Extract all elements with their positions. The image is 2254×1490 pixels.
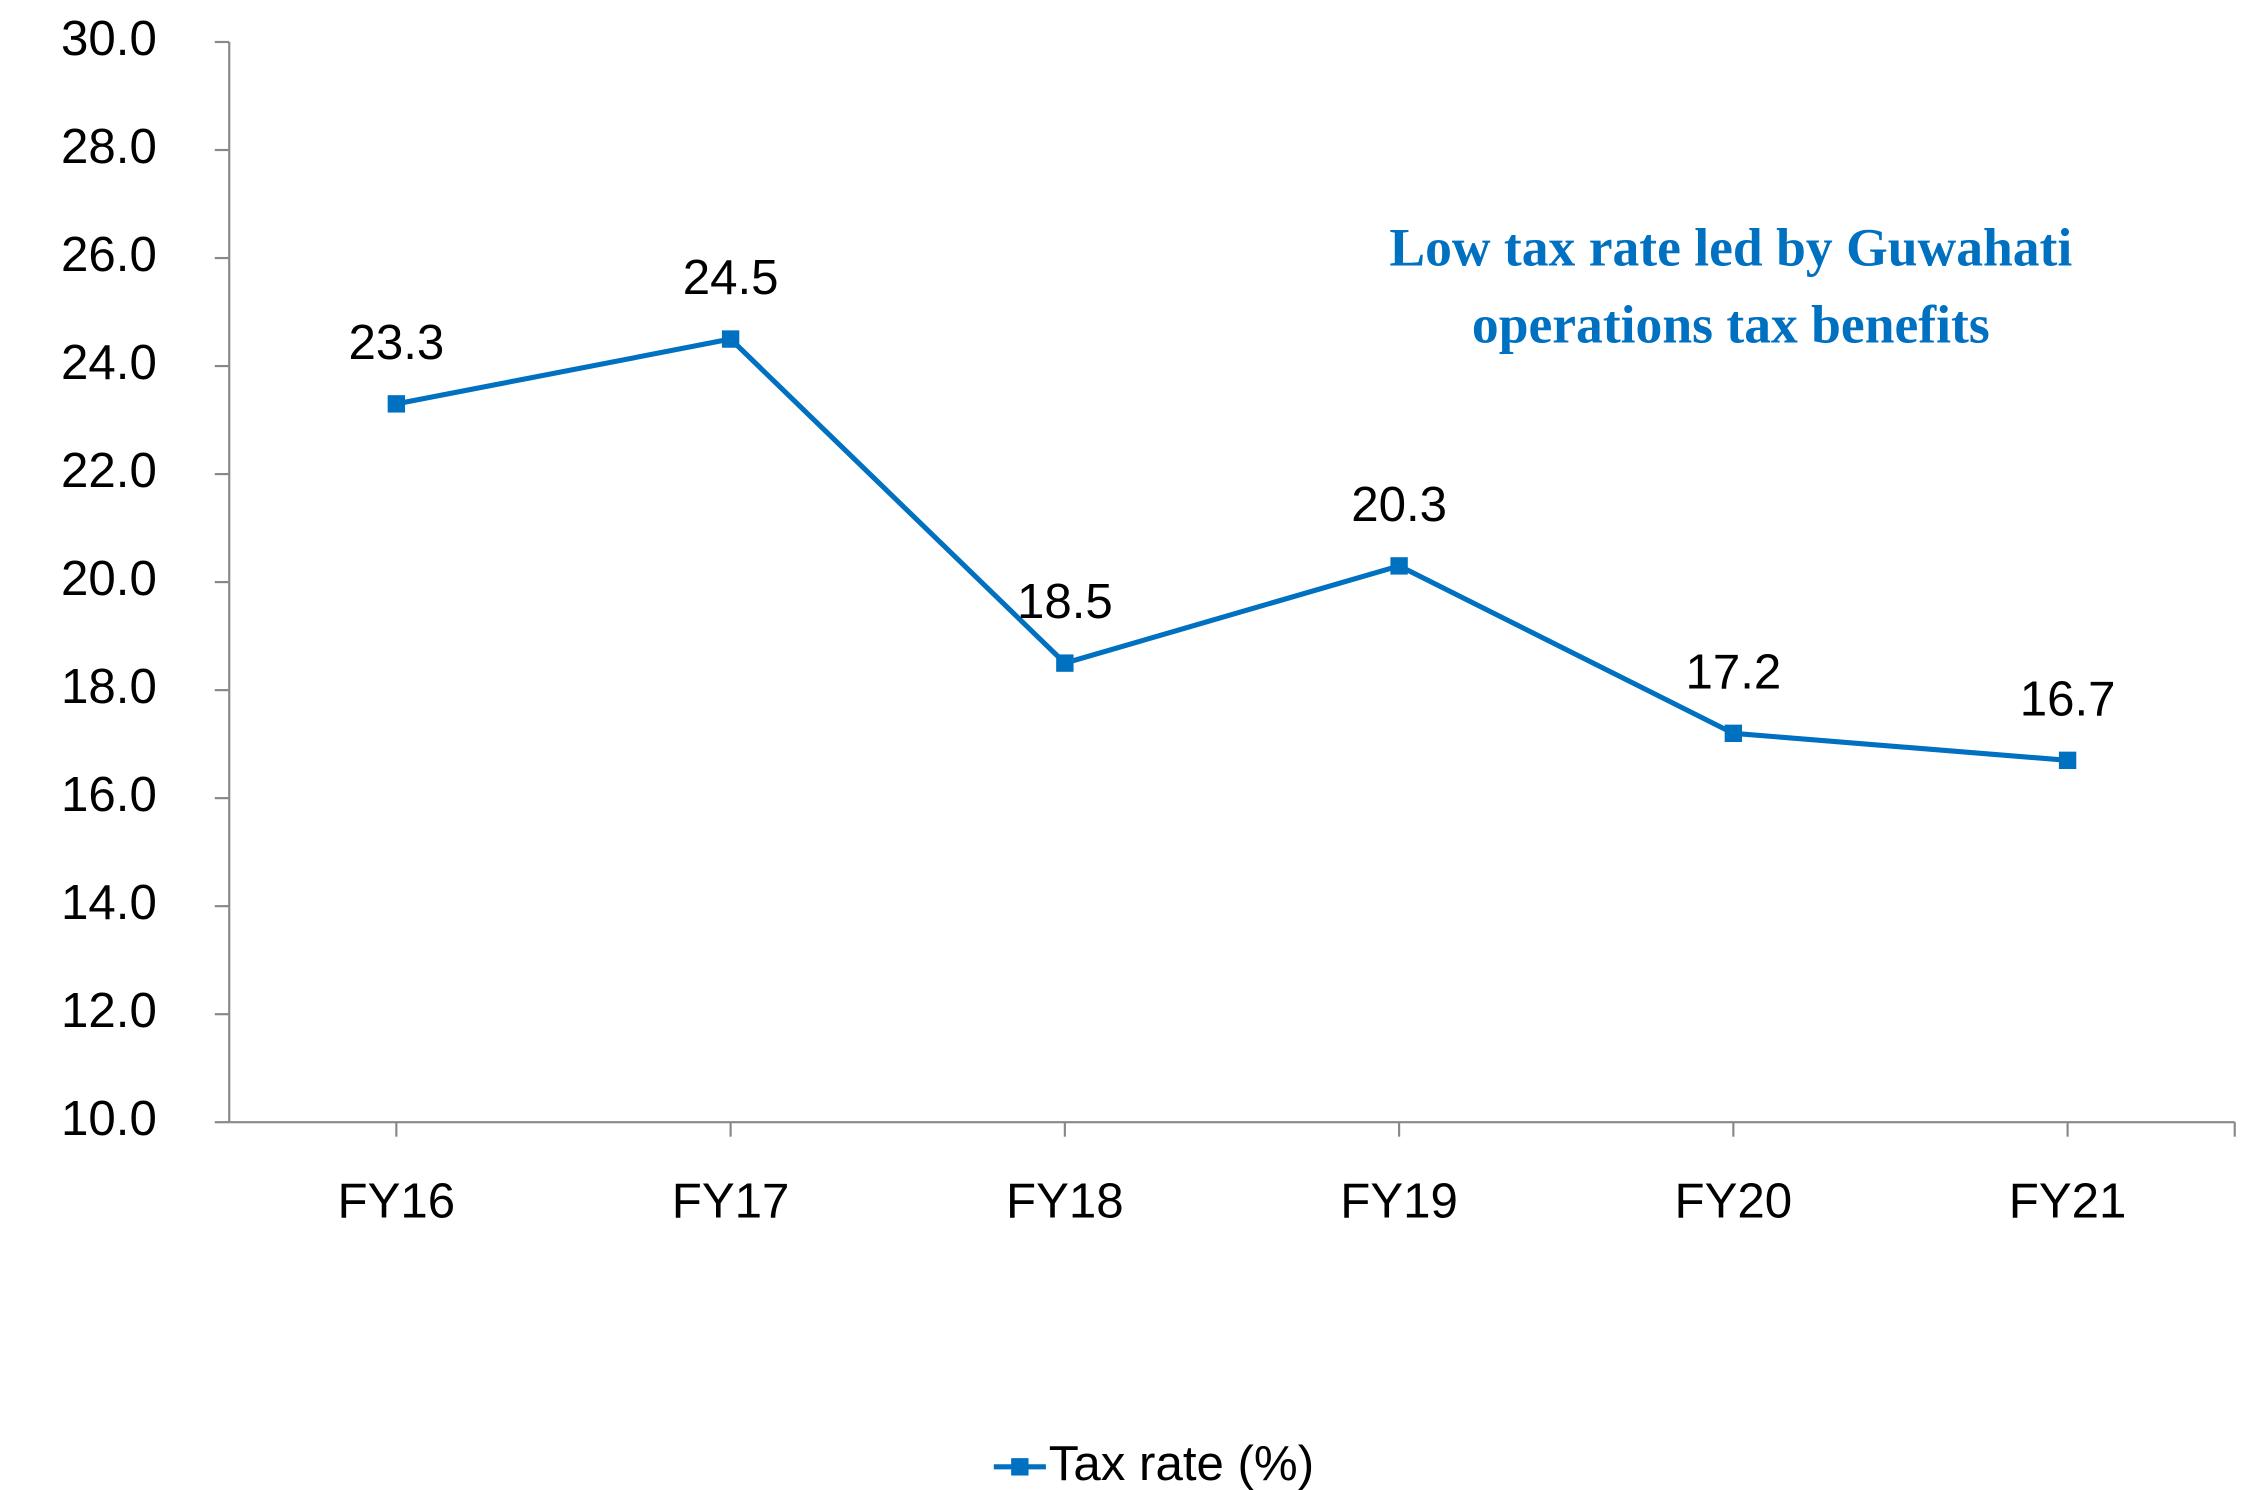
series-line [395,336,2068,763]
data-label: 18.5 [1017,574,1113,629]
data-label: 24.5 [683,250,779,305]
y-tick-label: 10.0 [61,1091,157,1146]
point-marker [1724,724,1743,743]
y-tick-label: 20.0 [61,551,157,606]
x-tick-label: FY16 [338,1174,456,1229]
y-tick-label: 18.0 [61,659,157,714]
annotation: operations tax benefits [1472,294,1990,354]
x-tick-label: FY20 [1675,1174,1793,1229]
x-tick-label: FY19 [1340,1174,1458,1229]
y-tick-label: 26.0 [61,227,157,282]
legend-marker [1011,1458,1029,1476]
annotation: Low tax rate led by Guwahati [1389,218,2072,278]
x-tick-label: FY17 [672,1174,790,1229]
point-marker [721,330,740,348]
y-tick-label: 24.0 [61,335,157,390]
y-tick-label: 30.0 [61,11,157,66]
point-marker [1056,654,1074,672]
legend-label: Tax rate (%) [1049,1436,1314,1490]
point-marker [387,395,406,413]
data-label: 23.3 [348,315,444,370]
y-tick-label: 12.0 [61,983,157,1038]
data-label: 20.3 [1351,477,1447,532]
point-marker [1390,557,1408,575]
x-tick-label: FY21 [2009,1174,2127,1229]
data-label: 17.2 [1685,644,1781,699]
point-marker [2058,751,2077,770]
y-tick-label: 22.0 [61,443,157,498]
y-tick-label: 28.0 [61,119,157,174]
x-tick-label: FY18 [1006,1174,1124,1229]
data-label: 16.7 [2020,671,2116,726]
y-tick-label: 16.0 [61,767,157,822]
y-tick-label: 14.0 [61,875,157,930]
